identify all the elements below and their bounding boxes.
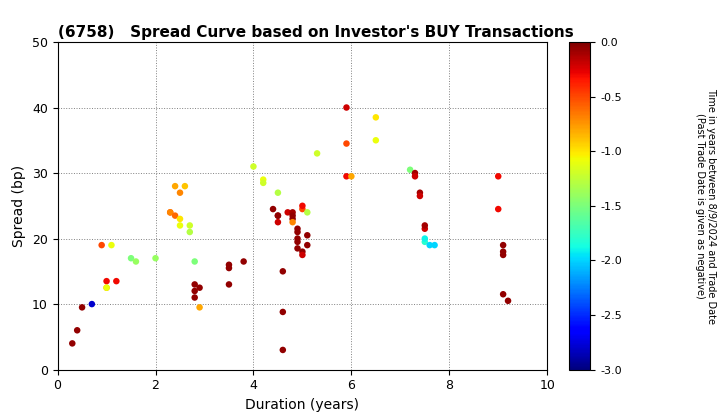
Point <box>272 212 284 219</box>
Point <box>297 206 308 213</box>
Point <box>189 288 200 294</box>
X-axis label: Duration (years): Duration (years) <box>246 398 359 412</box>
Point <box>341 173 352 180</box>
Point <box>498 242 509 249</box>
Point <box>258 176 269 183</box>
Point <box>125 255 137 262</box>
Point <box>419 239 431 245</box>
Point <box>272 189 284 196</box>
Point <box>248 163 259 170</box>
Point <box>419 222 431 229</box>
Point <box>189 281 200 288</box>
Point <box>194 284 205 291</box>
Point <box>292 226 303 232</box>
Point <box>370 114 382 121</box>
Point <box>498 252 509 258</box>
Point <box>189 258 200 265</box>
Point <box>292 228 303 235</box>
Point <box>302 242 313 249</box>
Point <box>346 173 357 180</box>
Point <box>341 104 352 111</box>
Point <box>419 235 431 242</box>
Point <box>223 265 235 271</box>
Point <box>429 242 441 249</box>
Point <box>223 281 235 288</box>
Point <box>272 219 284 226</box>
Point <box>370 137 382 144</box>
Point <box>71 327 83 333</box>
Text: (6758)   Spread Curve based on Investor's BUY Transactions: (6758) Spread Curve based on Investor's … <box>58 25 573 40</box>
Point <box>164 209 176 216</box>
Point <box>267 206 279 213</box>
Point <box>150 255 161 262</box>
Point <box>424 242 436 249</box>
Point <box>419 226 431 232</box>
Point <box>287 219 298 226</box>
Point <box>174 222 186 229</box>
Point <box>169 183 181 189</box>
Point <box>503 297 514 304</box>
Point <box>277 346 289 353</box>
Point <box>76 304 88 311</box>
Point <box>174 215 186 222</box>
Y-axis label: Spread (bp): Spread (bp) <box>12 165 27 247</box>
Point <box>106 242 117 249</box>
Point <box>297 202 308 209</box>
Point <box>189 294 200 301</box>
Point <box>194 304 205 311</box>
Point <box>302 232 313 239</box>
Point <box>292 235 303 242</box>
Point <box>238 258 249 265</box>
Point <box>101 284 112 291</box>
Point <box>184 228 196 235</box>
Point <box>492 206 504 213</box>
Point <box>184 222 196 229</box>
Point <box>164 209 176 216</box>
Point <box>277 309 289 315</box>
Point <box>86 301 98 307</box>
Point <box>287 212 298 219</box>
Point <box>287 209 298 216</box>
Point <box>130 258 142 265</box>
Point <box>111 278 122 284</box>
Point <box>409 173 420 180</box>
Point <box>498 291 509 298</box>
Point <box>409 170 420 176</box>
Point <box>292 239 303 245</box>
Point <box>282 209 294 216</box>
Point <box>287 215 298 222</box>
Point <box>101 284 112 291</box>
Point <box>96 242 107 249</box>
Point <box>179 183 191 189</box>
Point <box>174 189 186 196</box>
Point <box>66 340 78 347</box>
Point <box>101 278 112 284</box>
Point <box>292 245 303 252</box>
Point <box>405 166 416 173</box>
Point <box>272 212 284 219</box>
Point <box>297 248 308 255</box>
Point <box>414 189 426 196</box>
Point <box>302 209 313 216</box>
Point <box>277 268 289 275</box>
Point <box>492 173 504 180</box>
Point <box>169 212 181 219</box>
Point <box>297 252 308 258</box>
Point <box>258 179 269 186</box>
Y-axis label: Time in years between 8/9/2024 and Trade Date
(Past Trade Date is given as negat: Time in years between 8/9/2024 and Trade… <box>695 88 716 324</box>
Point <box>223 261 235 268</box>
Point <box>311 150 323 157</box>
Point <box>414 193 426 199</box>
Point <box>498 248 509 255</box>
Point <box>341 140 352 147</box>
